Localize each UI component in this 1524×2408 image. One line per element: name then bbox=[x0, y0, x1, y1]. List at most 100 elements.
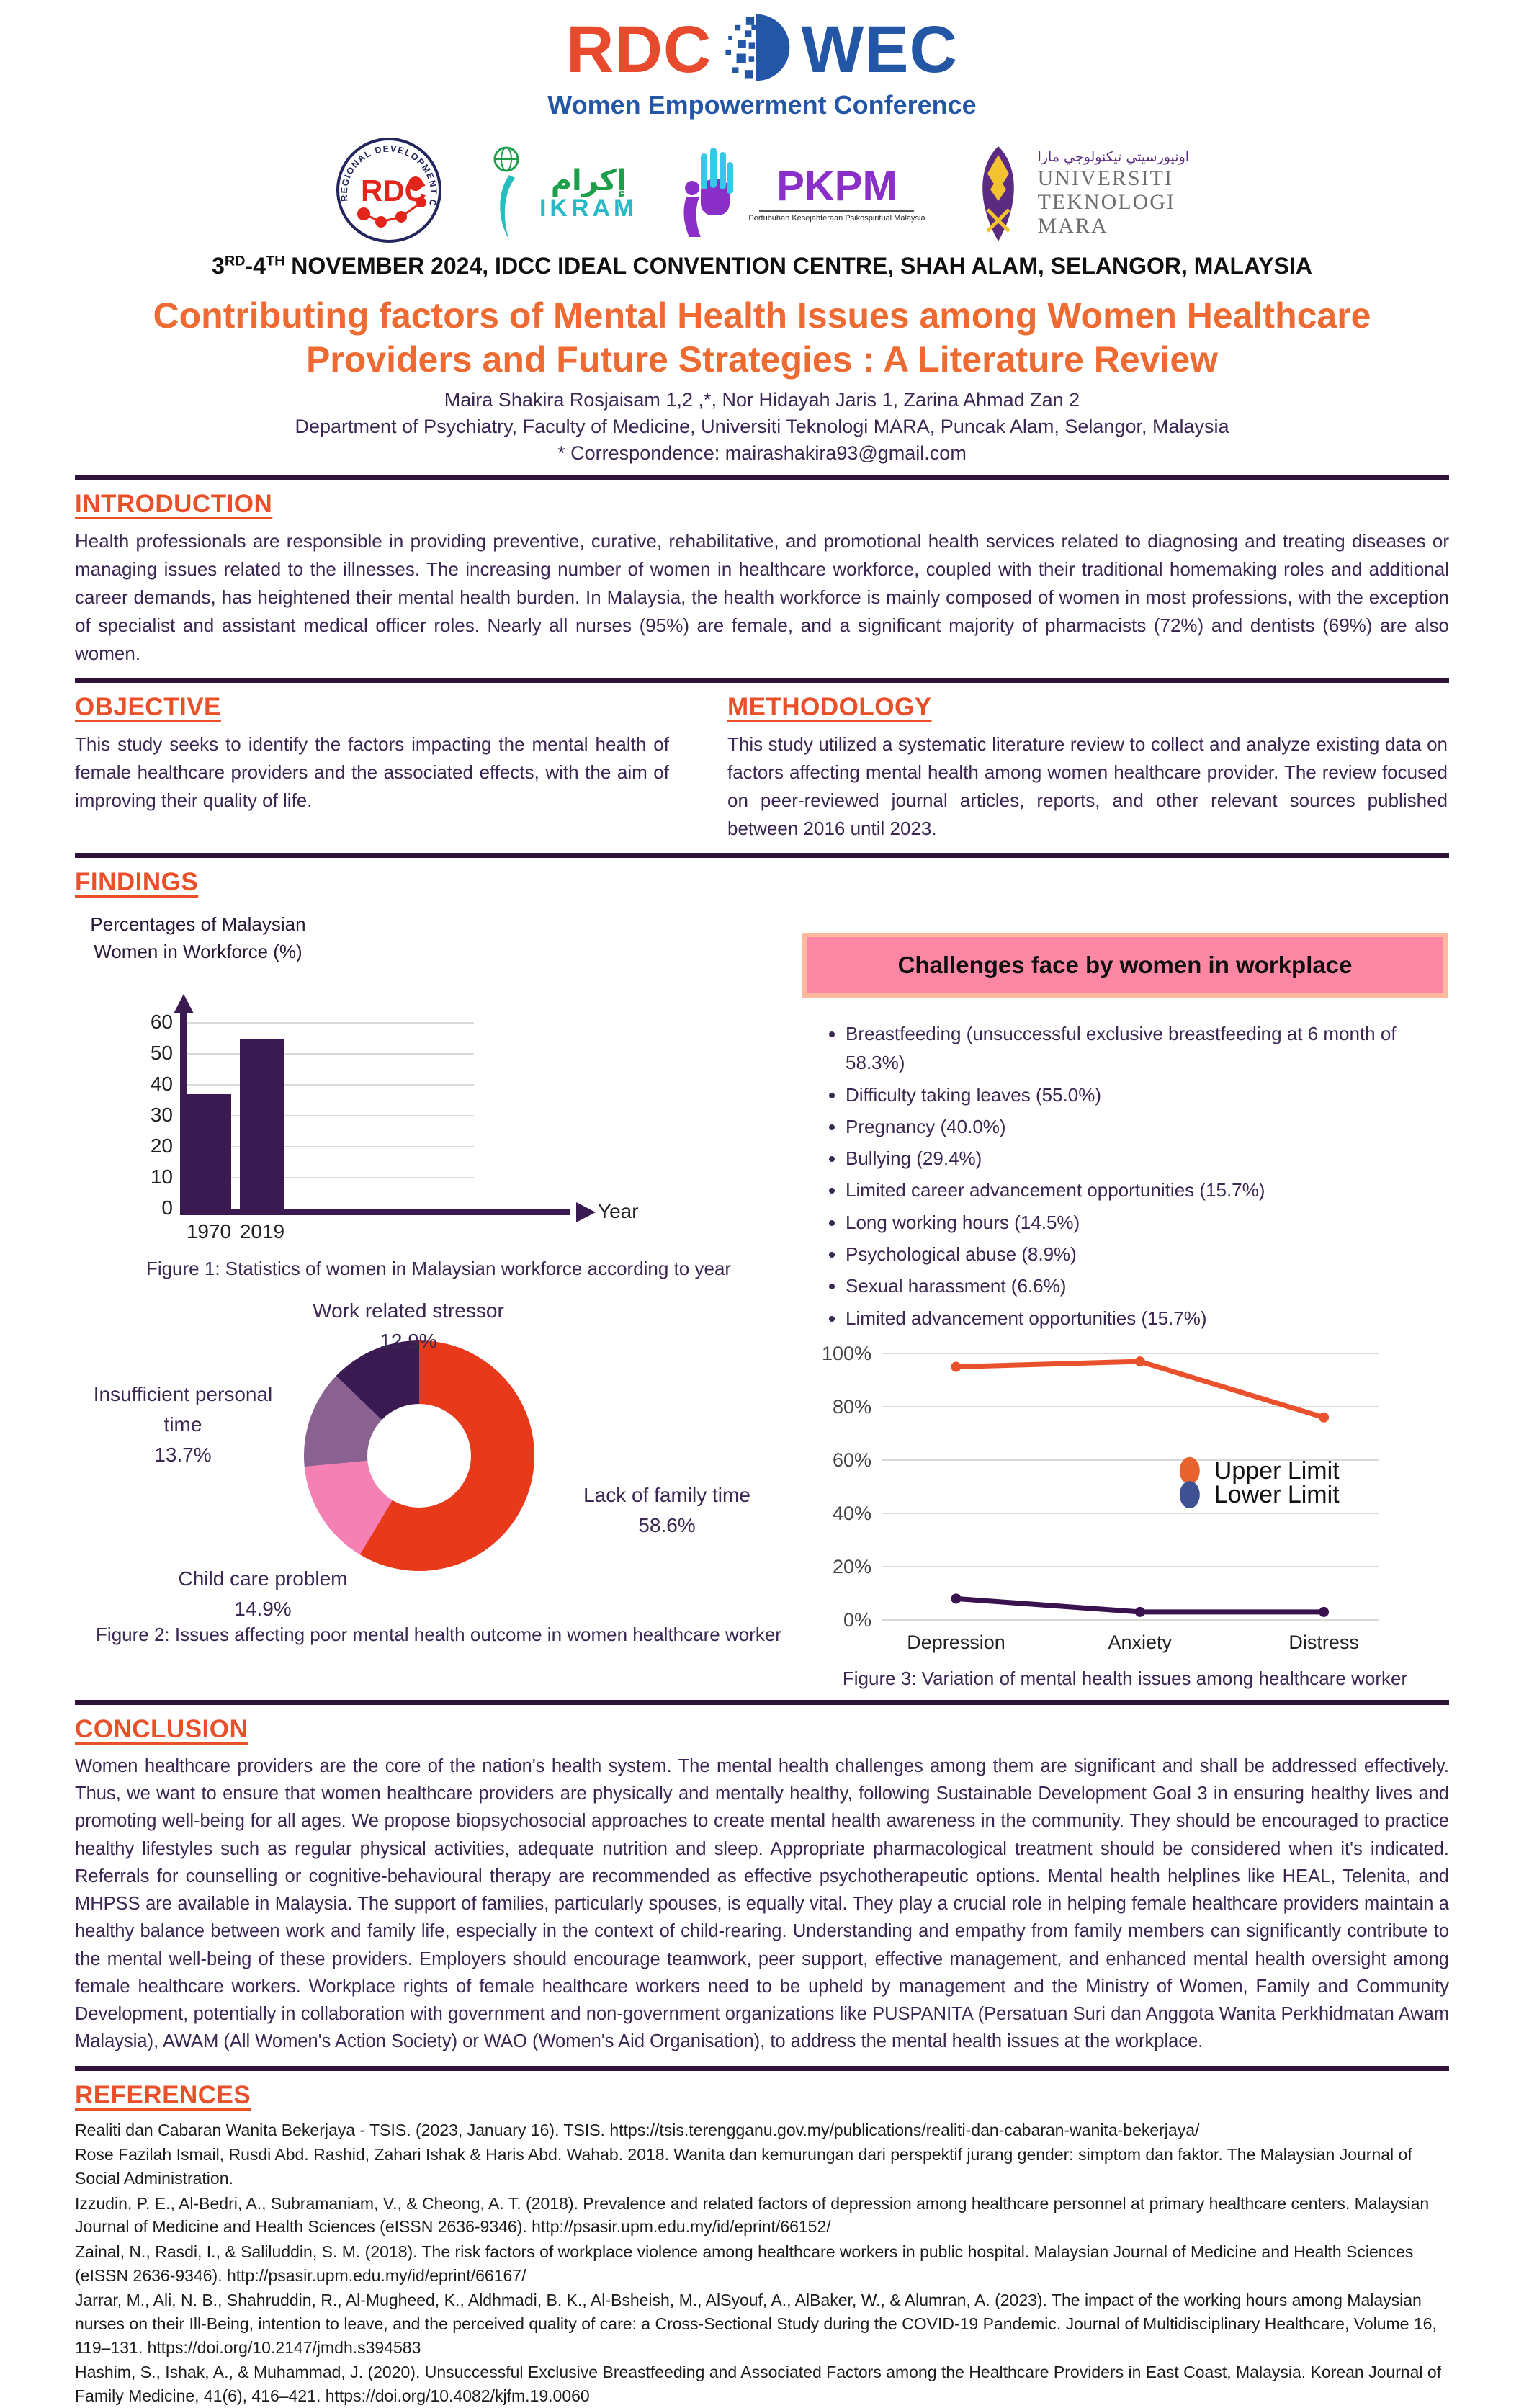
introduction-body: Health professionals are responsible in … bbox=[75, 530, 1449, 664]
x-axis-label: Year bbox=[598, 1200, 639, 1223]
pixel-globe-icon bbox=[719, 10, 794, 89]
poster-title: Contributing factors of Mental Health Is… bbox=[153, 295, 1371, 380]
uitm-line-1: UNIVERSITI bbox=[1037, 166, 1173, 190]
gridline bbox=[183, 1022, 474, 1024]
data-point bbox=[951, 1361, 962, 1372]
y-tick-label: 40 bbox=[150, 1073, 173, 1096]
y-tick-label: 100% bbox=[822, 1343, 871, 1364]
challenge-item: Bullying (29.4%) bbox=[846, 1144, 1448, 1173]
challenge-item: Sexual harassment (6.6%) bbox=[846, 1271, 1448, 1300]
figure-3-caption: Figure 3: Variation of mental health iss… bbox=[842, 1667, 1408, 1689]
data-point bbox=[1319, 1412, 1330, 1423]
findings-heading: FINDINGS bbox=[75, 868, 199, 896]
challenge-item: Limited career advancement opportunities… bbox=[846, 1176, 1448, 1204]
donut-chart-canvas: Work related stressor 12.9% Insufficient … bbox=[75, 1299, 788, 1620]
bar-chart-canvas: 0 10 20 30 40 50 60 1970 2019 Year bbox=[75, 944, 738, 1253]
data-point bbox=[1134, 1356, 1145, 1367]
bar-1970 bbox=[187, 1094, 231, 1209]
y-tick-label: 60 bbox=[150, 1011, 173, 1034]
challenge-item: Difficulty taking leaves (55.0%) bbox=[846, 1080, 1448, 1109]
uitm-logo: اونيورسيتي تيكنولوجي مارا UNIVERSITI TEK… bbox=[967, 143, 1189, 244]
y-tick-label: 60% bbox=[833, 1449, 871, 1471]
challenge-item: Psychological abuse (8.9%) bbox=[846, 1240, 1448, 1268]
donut-label-lack-of-family-time: Lack of family time 58.6% bbox=[583, 1484, 750, 1537]
challenges-box: Challenges face by women in workplace bbox=[802, 933, 1448, 998]
methodology-heading: METHODOLOGY bbox=[727, 693, 932, 721]
section-methodology: METHODOLOGY This study utilized a system… bbox=[727, 690, 1448, 843]
legend-marker bbox=[1179, 1456, 1200, 1485]
wec-logo-wec-text: WEC bbox=[801, 12, 958, 86]
conclusion-heading: CONCLUSION bbox=[75, 1714, 248, 1743]
event-date-line: 3RD-4TH NOVEMBER 2024, IDCC IDEAL CONVEN… bbox=[212, 253, 1312, 279]
figure-1-bar-chart: Percentages of Malaysian Women in Workfo… bbox=[75, 911, 802, 1280]
section-references: REFERENCES Realiti dan Cabaran Wanita Be… bbox=[75, 2078, 1449, 2408]
findings-right-column: Challenges face by women in workplace Br… bbox=[802, 908, 1448, 1690]
wec-logo-rdc-text: RDC bbox=[566, 12, 712, 86]
figure-1-axis-title: Percentages of Malaysian Women in Workfo… bbox=[90, 913, 306, 962]
wec-conference-logo: RDC WEC bbox=[75, 10, 1449, 89]
objective-body: This study seeks to identify the factors… bbox=[75, 733, 669, 811]
section-conclusion: CONCLUSION Women healthcare providers ar… bbox=[75, 1712, 1449, 2056]
conclusion-body: Women healthcare providers are the core … bbox=[75, 1755, 1449, 2052]
donut-label-child-care-problem: Child care problem 14.9% bbox=[178, 1567, 348, 1621]
figure-3-line-chart: 0% 20% 40% 60% 80% 100% Depression Anxiety Distr… bbox=[802, 1335, 1448, 1690]
x-category-label: Distress bbox=[1288, 1632, 1359, 1653]
y-tick-label: 30 bbox=[150, 1104, 173, 1127]
objective-heading: OBJECTIVE bbox=[75, 693, 221, 721]
y-tick-label: 20 bbox=[150, 1134, 173, 1158]
challenges-title: Challenges face by women in workplace bbox=[897, 952, 1353, 978]
gridline bbox=[183, 1177, 474, 1179]
y-tick-label: 50 bbox=[150, 1042, 173, 1065]
divider bbox=[75, 678, 1449, 683]
uitm-line-3: MARA bbox=[1037, 213, 1108, 238]
introduction-heading: INTRODUCTION bbox=[75, 490, 273, 518]
x-category-label: 2019 bbox=[239, 1220, 285, 1243]
data-point bbox=[1134, 1606, 1145, 1617]
reference-item: Zainal, N., Rasdi, I., & Saliluddin, S. … bbox=[75, 2242, 1414, 2285]
y-tick-label: 40% bbox=[833, 1503, 871, 1524]
x-axis bbox=[180, 1209, 570, 1216]
uitm-line-2: TEKNOLOGI bbox=[1037, 189, 1175, 214]
y-tick-label: 20% bbox=[833, 1556, 871, 1577]
y-tick-label: 0 bbox=[161, 1196, 173, 1219]
x-category-label: Depression bbox=[907, 1632, 1005, 1653]
challenge-item: Limited advancement opportunities (15.7%… bbox=[846, 1304, 1448, 1333]
divider bbox=[75, 1699, 1449, 1705]
gridline bbox=[183, 1115, 474, 1117]
pkpm-label: PKPM bbox=[776, 162, 897, 210]
reference-item: Izzudin, P. E., Al-Bedri, A., Subramania… bbox=[75, 2193, 1430, 2237]
x-category-label: 1970 bbox=[186, 1220, 232, 1243]
challenge-item: Long working hours (14.5%) bbox=[846, 1208, 1448, 1237]
poster-header: RDC WEC Women Empowerment Conference bbox=[75, 10, 1449, 279]
challenge-item: Pregnancy (40.0%) bbox=[846, 1112, 1448, 1141]
donut-hole bbox=[367, 1404, 471, 1508]
ikram-label: IKRAM bbox=[539, 194, 638, 223]
wec-logo-subtitle: Women Empowerment Conference bbox=[547, 90, 977, 120]
methodology-body: This study utilized a systematic literat… bbox=[727, 733, 1448, 839]
figure-2-donut-chart: Work related stressor 12.9% Insufficient … bbox=[75, 1299, 802, 1646]
reference-item: Realiti dan Cabaran Wanita Bekerjaya - T… bbox=[75, 2120, 1200, 2139]
pkpm-subtitle: Pertubuhan Kesejahteraan Psikospiritual … bbox=[748, 213, 925, 223]
legend-label: Upper Limit bbox=[1214, 1457, 1340, 1485]
pkpm-logo: PKPM Pertubuhan Kesejahteraan Psikospiri… bbox=[679, 143, 925, 244]
correspondence-line: * Correspondence: mairashakira93@gmail.c… bbox=[557, 442, 967, 464]
gridline bbox=[183, 1146, 474, 1148]
donut-ring bbox=[304, 1340, 534, 1572]
data-point bbox=[951, 1593, 962, 1604]
affiliation-line: Department of Psychiatry, Faculty of Med… bbox=[295, 416, 1229, 437]
donut-label-work-related-stressor: Work related stressor 12.9% bbox=[313, 1299, 504, 1353]
data-point bbox=[1319, 1606, 1330, 1617]
challenge-item: Breastfeeding (unsuccessful exclusive br… bbox=[846, 1019, 1448, 1078]
ikram-logo: إكرام IKRAM bbox=[485, 143, 637, 244]
section-introduction: INTRODUCTION Health professionals are re… bbox=[75, 487, 1449, 668]
references-heading: REFERENCES bbox=[75, 2080, 251, 2109]
x-axis-arrow bbox=[576, 1201, 596, 1222]
gridline bbox=[183, 1084, 474, 1086]
authors-line: Maira Shakira Rosjaisam 1,2 ,*, Nor Hida… bbox=[444, 389, 1080, 411]
y-axis bbox=[180, 1013, 187, 1216]
x-category-label: Anxiety bbox=[1108, 1632, 1173, 1653]
bar-2019 bbox=[240, 1038, 284, 1209]
reference-item: Rose Fazilah Ismail, Rusdi Abd. Rashid, … bbox=[75, 2145, 1412, 2188]
divider bbox=[75, 853, 1449, 858]
divider bbox=[75, 2065, 1449, 2071]
